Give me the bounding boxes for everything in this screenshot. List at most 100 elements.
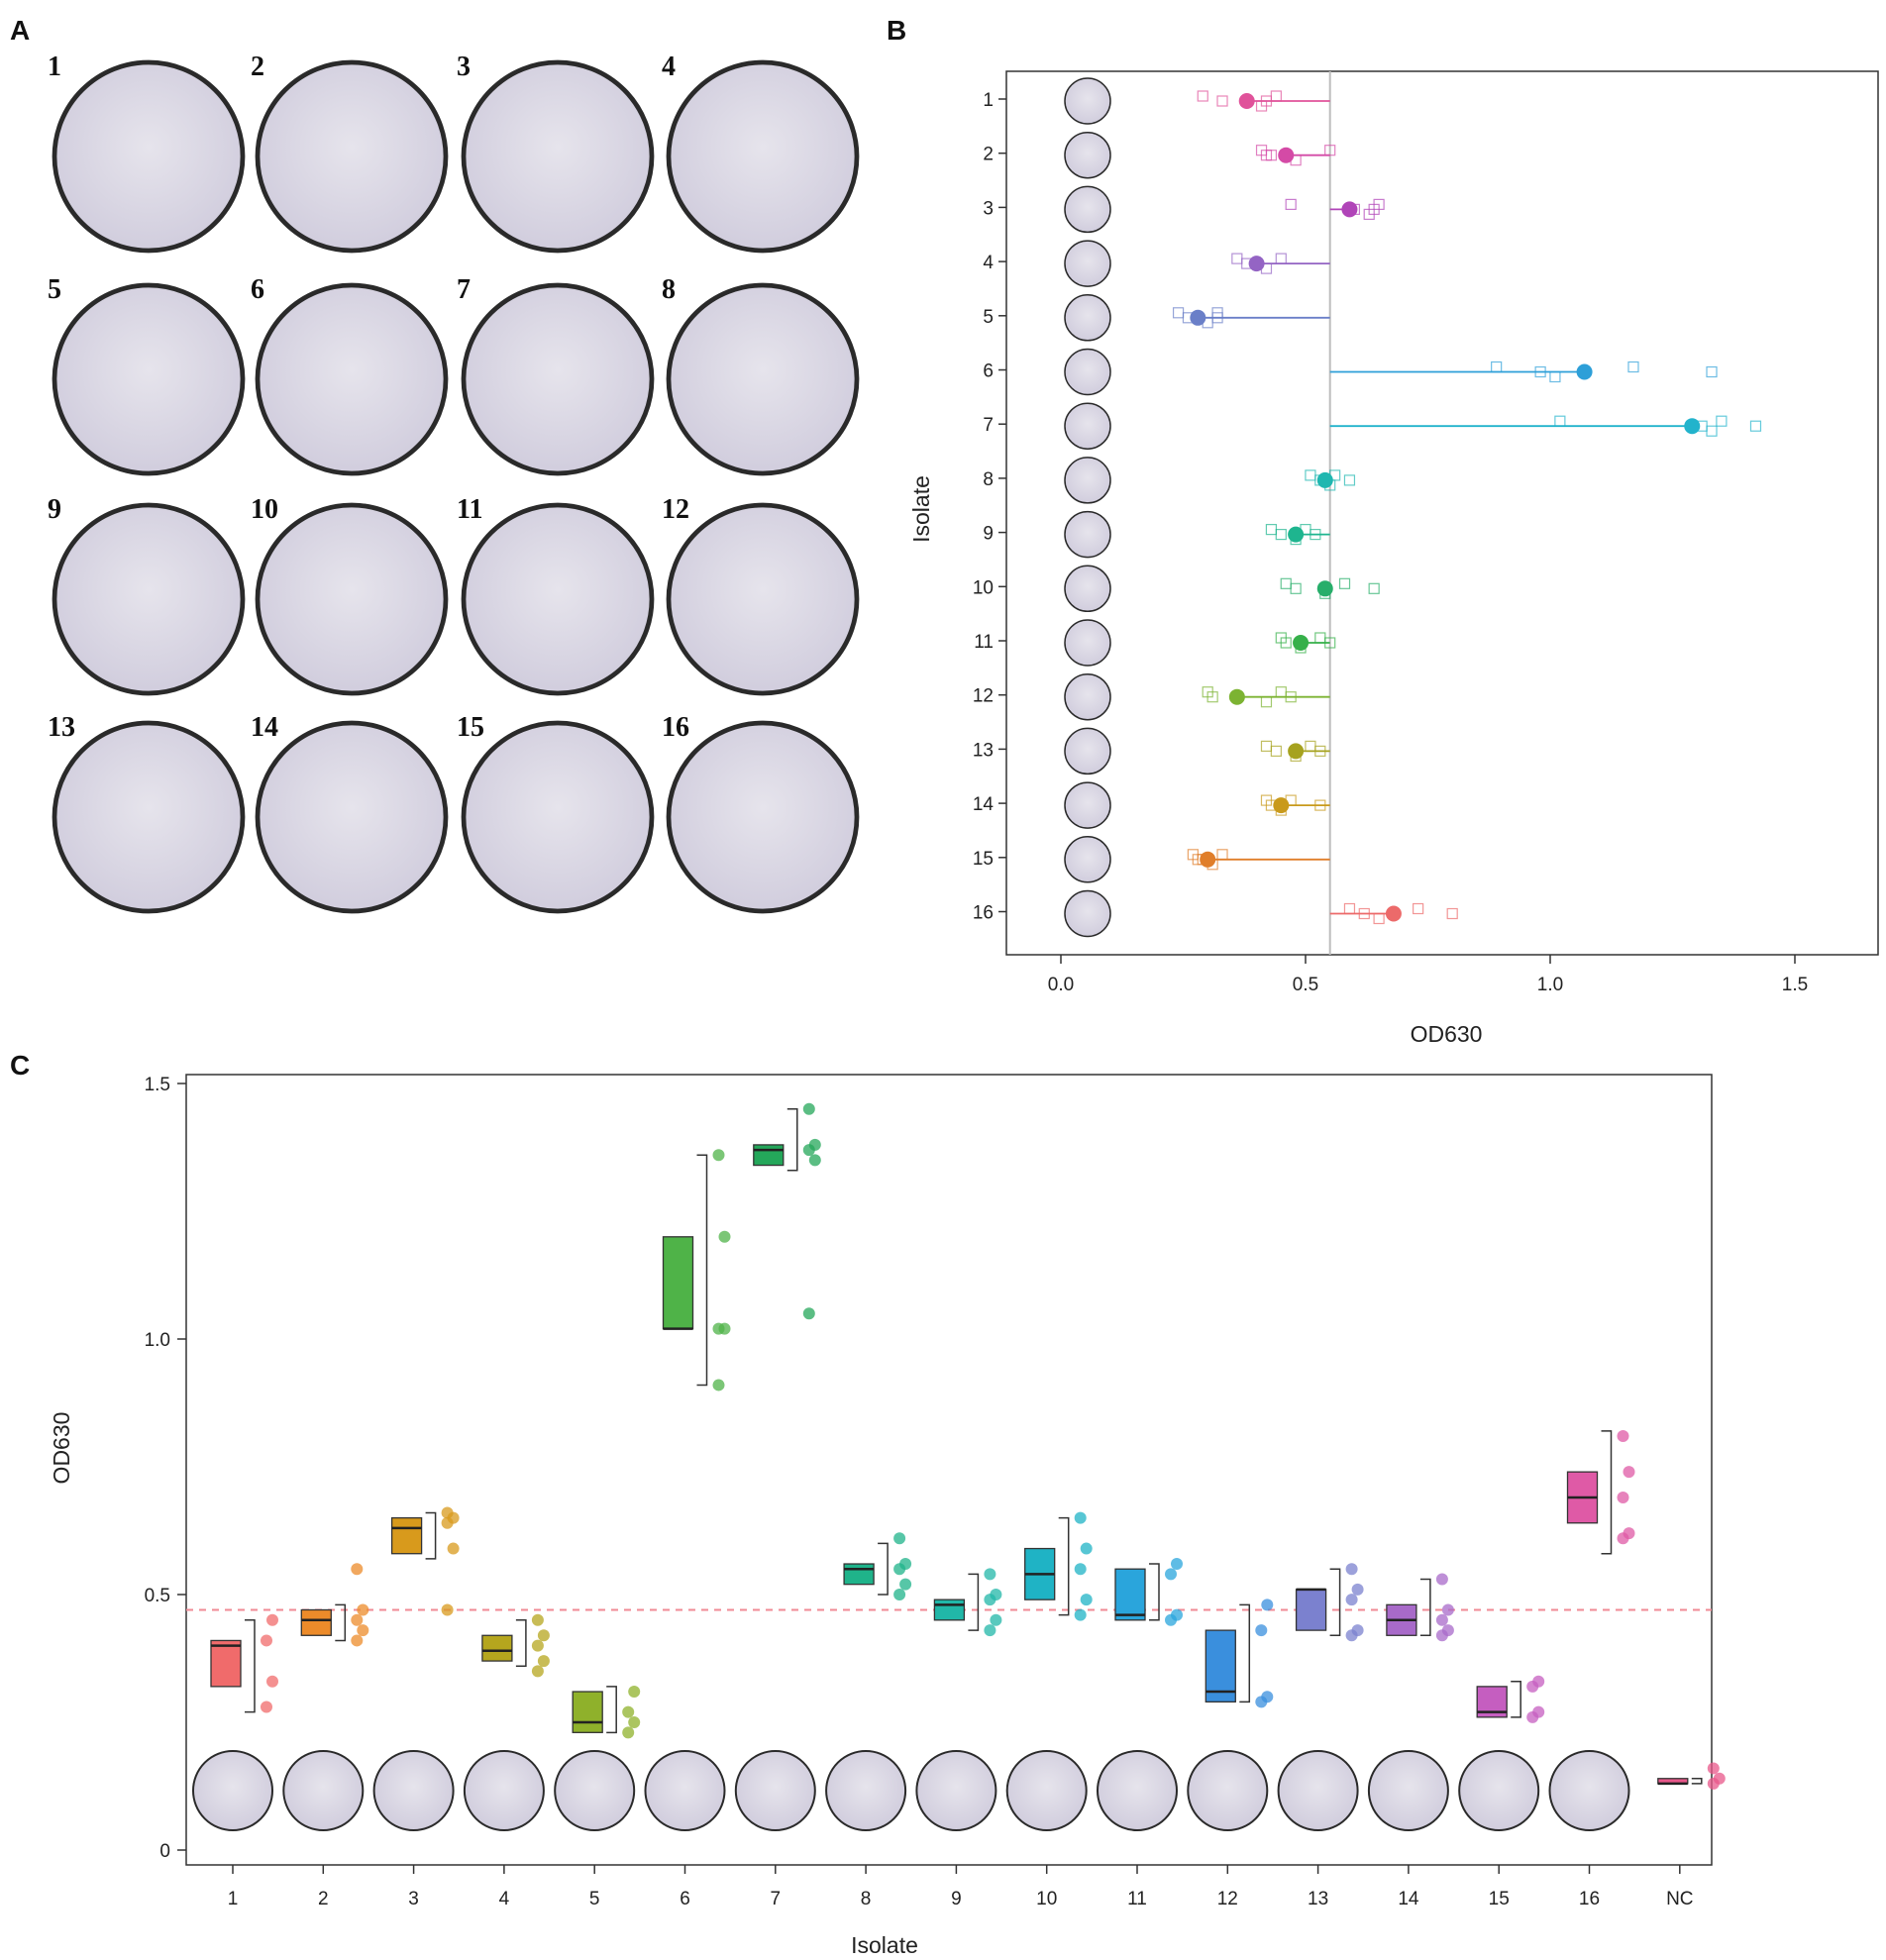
well-16-stain: [0, 0, 48, 8]
panel-c-well-thumb-2-rim: [282, 1750, 365, 1831]
panel-c-well-thumb-9: [915, 1750, 997, 1831]
panel-b-y-tick-label: 15: [973, 849, 994, 870]
panel-c-x-tick-label: 6: [680, 1889, 690, 1909]
panel-c-well-thumb-14-plate: [1368, 1751, 1448, 1830]
panel-c-well-thumb-13: [1277, 1750, 1359, 1831]
panel-c-well-thumb-12-plate: [1188, 1751, 1268, 1830]
panel-b-y-tick-label: 1: [983, 90, 994, 111]
panel-c-data-point: [441, 1603, 454, 1616]
panel-c-well-thumb-7: [0, 0, 816, 1831]
panel-b-well-thumb-10: [1064, 565, 1111, 613]
panel-c-well-thumb-7-stain: [0, 0, 20, 3]
panel-c-data-point: [1441, 1624, 1454, 1637]
panel-b-well-thumb-3-plate: [1065, 186, 1110, 233]
panel-c-data-point: [351, 1563, 364, 1576]
well-label-5: 5: [48, 274, 61, 305]
panel-c-box-3: [390, 1516, 423, 1555]
panel-b-well-thumb-14-plate: [1065, 782, 1110, 829]
well-2-rim: [255, 59, 449, 254]
panel-c-data-point: [802, 1307, 815, 1320]
panel-c-whisker-7: [786, 1108, 798, 1172]
panel-c-letter: C: [10, 1050, 30, 1081]
panel-c-well-thumb-5: [554, 1750, 636, 1831]
panel-c-data-point: [266, 1613, 278, 1626]
panel-c-x-tick-label: 1: [228, 1889, 239, 1909]
panel-b-x-tick-label: 1.5: [1782, 975, 1808, 995]
panel-c-well-thumb-7-plate: [735, 1751, 815, 1830]
panel-b-replicate-point: [1280, 637, 1292, 649]
well-1-plate: [54, 62, 243, 251]
panel-c-data-point: [1074, 1511, 1087, 1524]
panel-c-data-point: [1713, 1772, 1726, 1785]
panel-b-mean-point-5: [1190, 309, 1206, 326]
panel-c-data-point: [441, 1506, 454, 1519]
well-16: 16: [0, 0, 860, 914]
panel-c-well-thumb-16-plate: [1549, 1751, 1629, 1830]
panel-b-replicate-point: [1706, 365, 1718, 378]
panel-b-well-thumb-16: [0, 0, 1111, 938]
well-label-6: 6: [251, 274, 264, 305]
panel-b-well-thumb-12-rim: [1064, 672, 1111, 721]
panel-c-data-point: [1435, 1573, 1448, 1586]
well-14-rim: [255, 720, 449, 914]
panel-b-replicate-point: [1534, 365, 1546, 378]
panel-b-replicate-point: [1280, 577, 1292, 589]
panel-b-replicate-point: [1338, 577, 1351, 589]
well-label-10: 10: [251, 494, 278, 525]
panel-c-well-thumb-3-rim: [372, 1750, 455, 1831]
well-13-plate: [54, 723, 243, 911]
panel-c-data-point: [802, 1102, 815, 1115]
panel-b-well-thumb-10-rim: [1064, 565, 1111, 613]
panel-c-box-chart: Isolate OD630 00.51.01.51 2 3 4 5 6 7 8 9 10 11 12 1…: [0, 0, 1726, 1958]
panel-b-y-axis-title: Isolate: [908, 475, 934, 543]
panel-c-data-point: [808, 1154, 821, 1167]
panel-c-well-thumb-6-plate: [645, 1751, 725, 1830]
panel-b-well-thumb-8-stain: [0, 0, 12, 2]
well-6: 6: [251, 274, 449, 476]
panel-b-x-tick-label: 0.5: [1293, 975, 1318, 995]
panel-b-letter: B: [887, 15, 906, 46]
panel-b-replicate-point: [1260, 95, 1273, 107]
panel-b-well-thumb-6-plate: [1065, 349, 1110, 395]
panel-c-y-tick-label: 1.5: [145, 1075, 170, 1095]
panel-c-well-thumb-1-plate: [193, 1751, 272, 1830]
panel-c-well-thumb-10-plate: [1006, 1751, 1087, 1830]
panel-b-replicate-point: [1314, 632, 1326, 644]
panel-c-data-point: [893, 1532, 906, 1545]
well-9-plate: [54, 505, 243, 693]
panel-c-well-thumb-1: [192, 1750, 273, 1831]
panel-c-data-point: [984, 1624, 996, 1637]
panel-c-data-point: [531, 1665, 544, 1678]
panel-b-mean-point-12: [1228, 688, 1245, 705]
well-label-4: 4: [662, 52, 676, 82]
panel-b-well-thumb-8-plate: [1065, 457, 1110, 503]
well-4-rim: [666, 59, 860, 254]
panel-b-replicate-point: [1358, 907, 1370, 920]
panel-b-well-thumb-14: [1064, 781, 1111, 829]
panel-b-replicate-point: [1368, 203, 1380, 215]
panel-b-replicate-point: [1413, 902, 1424, 915]
panel-c-box-9: [933, 1599, 966, 1621]
panel-b-replicate-point: [1368, 582, 1380, 594]
panel-c-box-1: [210, 1639, 242, 1688]
panel-b-replicate-point: [1285, 198, 1297, 210]
panel-b-y-tick-label: 4: [983, 253, 994, 273]
well-11: 11: [457, 494, 655, 696]
panel-c-well-thumb-13-rim: [1277, 1750, 1359, 1831]
panel-b-replicate-point: [1206, 691, 1218, 703]
panel-c-data-point: [712, 1149, 725, 1162]
panel-b-well-thumb-16-stain: [0, 0, 12, 2]
panel-c-x-tick-label: 9: [951, 1889, 962, 1909]
well-16-rim: [666, 720, 860, 914]
panel-b-replicate-point: [1172, 307, 1185, 319]
panel-c-x-tick-label: 14: [1398, 1889, 1419, 1909]
well-2-plate: [258, 62, 446, 251]
panel-c-whisker-9: [968, 1573, 980, 1631]
panel-c-well-thumb-4-rim: [463, 1750, 545, 1831]
well-15-plate: [464, 723, 652, 911]
panel-b-well-thumb-4-plate: [1065, 241, 1110, 287]
panel-b-well-thumb-1: [1064, 77, 1111, 125]
panel-b-replicate-point: [1549, 370, 1561, 383]
panel-b-replicate-point: [1270, 90, 1282, 102]
panel-b-replicate-point: [1216, 95, 1228, 107]
